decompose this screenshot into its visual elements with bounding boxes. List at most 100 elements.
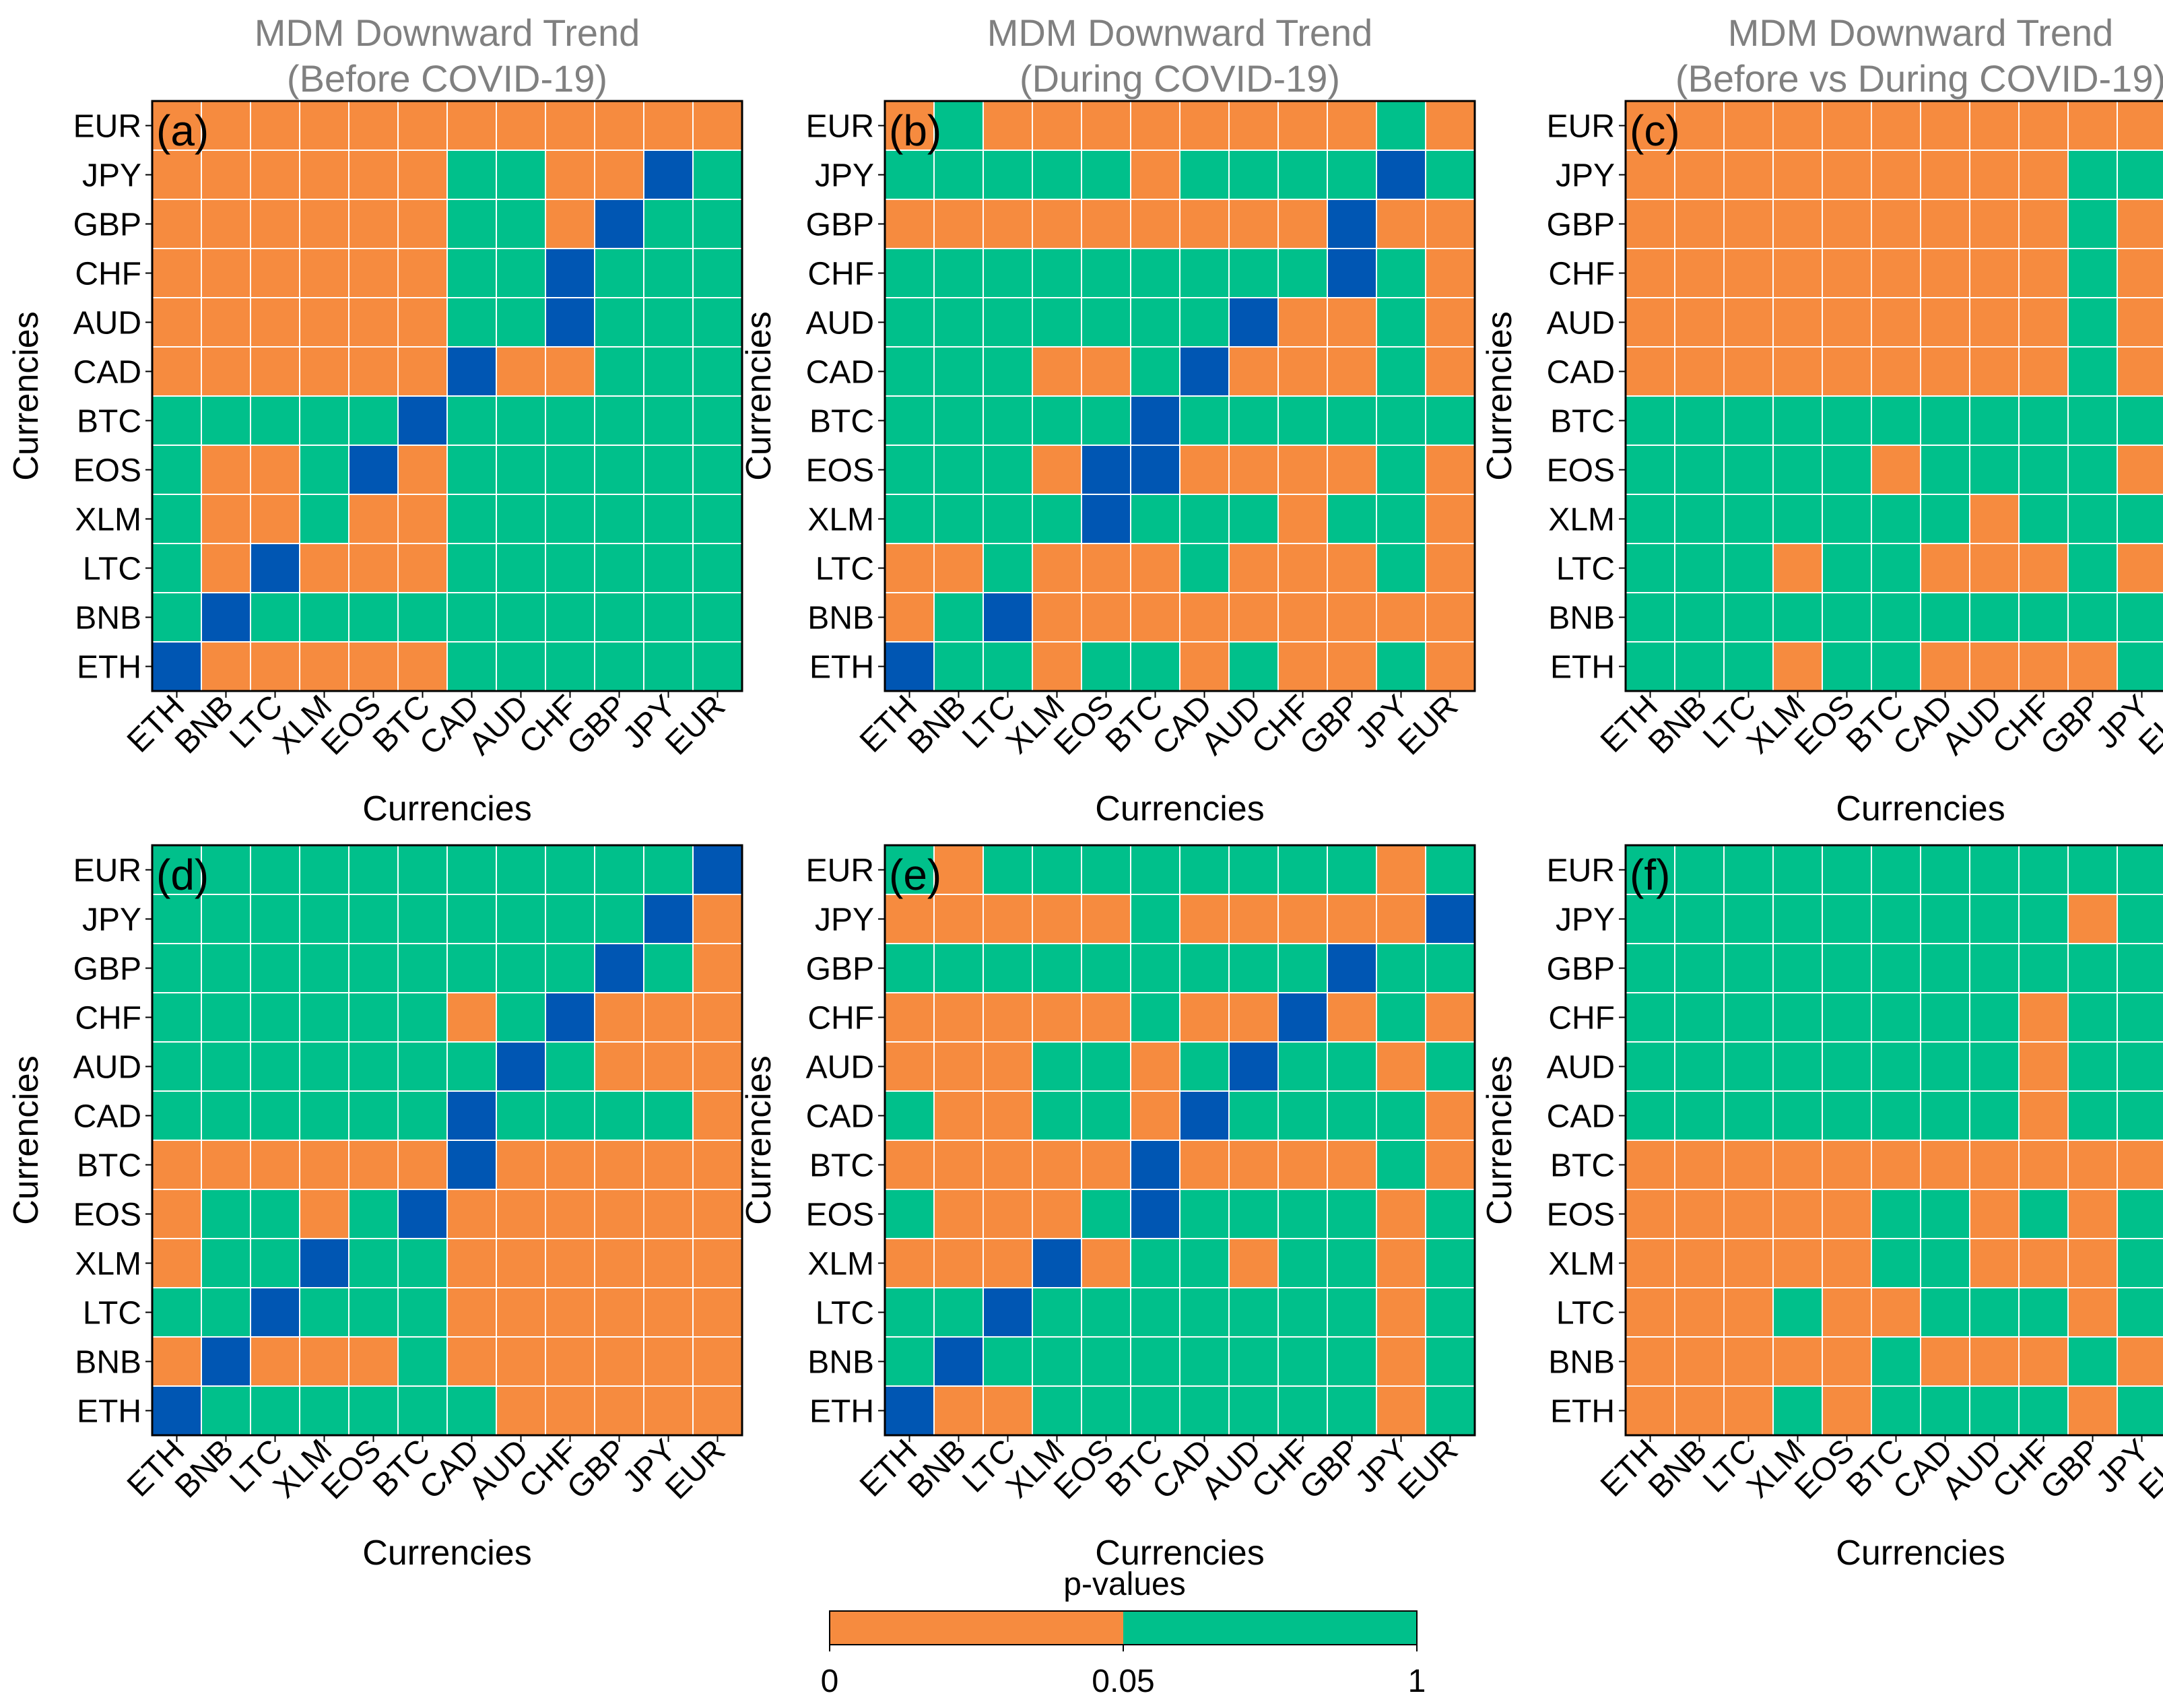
heatmap-cell [1920, 1336, 1970, 1387]
heatmap-cell [1376, 943, 1426, 993]
heatmap-cell [1425, 445, 1475, 495]
heatmap-cell [983, 150, 1033, 200]
heatmap-cell [446, 445, 497, 495]
heatmap-cell [933, 346, 984, 397]
heatmap-cell [1327, 894, 1377, 944]
heatmap-cell [2067, 248, 2118, 298]
heatmap-cell [1871, 395, 1921, 446]
heatmap-cell [983, 894, 1033, 944]
heatmap-cell [1277, 1090, 1328, 1141]
heatmap-cell [1179, 592, 1230, 643]
heatmap-cell [348, 543, 399, 593]
heatmap-cell [1032, 894, 1082, 944]
heatmap-cell [1277, 943, 1328, 993]
heatmap-cell [348, 943, 399, 993]
heatmap-cell [1130, 395, 1180, 446]
heatmap-cell [446, 894, 497, 944]
heatmap-cell [2067, 100, 2118, 151]
heatmap-cell [594, 395, 644, 446]
heatmap-cell [1920, 592, 1970, 643]
heatmap-cell [201, 494, 251, 544]
heatmap-cell [1228, 894, 1279, 944]
heatmap-cell [299, 845, 350, 895]
heatmap-cell [446, 1238, 497, 1288]
heatmap-cell [983, 1238, 1033, 1288]
heatmap-cell [1920, 992, 1970, 1043]
x-axis-label: Currencies [1095, 1534, 1264, 1573]
heatmap-cell [643, 641, 694, 692]
heatmap-cell [1674, 100, 1725, 151]
heatmap-cell [250, 641, 300, 692]
heatmap-cell [1327, 1041, 1377, 1092]
heatmap-cell [348, 346, 399, 397]
heatmap-cell [1969, 1140, 2020, 1190]
heatmap-cell [397, 199, 448, 249]
heatmap-cell [2018, 845, 2069, 895]
panels-layer: (a)MDM Downward Trend(Before COVID-19)EU… [7, 11, 2163, 1573]
heatmap-cell [1871, 248, 1921, 298]
y-tick-label: EUR [73, 109, 141, 145]
heatmap-cell [643, 199, 694, 249]
heatmap-cell [201, 248, 251, 298]
heatmap-cell [299, 992, 350, 1043]
heatmap-cell [1228, 494, 1279, 544]
y-axis-label: Currencies [1480, 311, 1519, 480]
heatmap-cell [594, 1238, 644, 1288]
heatmap-cell [1772, 1090, 1823, 1141]
heatmap-cell [201, 592, 251, 643]
heatmap-cell [250, 1090, 300, 1141]
heatmap-cell [1179, 992, 1230, 1043]
heatmap-cell [643, 100, 694, 151]
heatmap-cell [2117, 1090, 2163, 1141]
heatmap-cell [152, 1189, 202, 1239]
heatmap-cell [1920, 494, 1970, 544]
heatmap-cell [250, 150, 300, 200]
heatmap-cell [1179, 494, 1230, 544]
heatmap-cell [2117, 1041, 2163, 1092]
heatmap-cell [152, 1385, 202, 1436]
panel-f: (f)EURJPYGBPCHFAUDCADBTCEOSXLMLTCBNBETHE… [1480, 844, 2163, 1573]
heatmap-cell [692, 1385, 743, 1436]
heatmap-cell [1871, 1287, 1921, 1338]
heatmap-cell [2117, 346, 2163, 397]
heatmap-cell [1277, 248, 1328, 298]
heatmap-cell [397, 845, 448, 895]
heatmap-cell [2018, 1041, 2069, 1092]
x-tick-label: EUR [1391, 1433, 1465, 1506]
heatmap-cell [983, 445, 1033, 495]
heatmap-cell [933, 494, 984, 544]
heatmap-cell [299, 1336, 350, 1387]
heatmap-cell [545, 992, 595, 1043]
heatmap-cell [884, 494, 935, 544]
heatmap-cell [1772, 1238, 1823, 1288]
heatmap-cell [545, 1189, 595, 1239]
heatmap-cell [1920, 1385, 1970, 1436]
heatmap-cell [1674, 1090, 1725, 1141]
heatmap-cell [1179, 445, 1230, 495]
y-tick-label: EOS [1547, 1197, 1615, 1233]
heatmap-cell [692, 494, 743, 544]
heatmap-cell [1327, 1189, 1377, 1239]
heatmap-cell [1228, 1140, 1279, 1190]
heatmap-cell [348, 1287, 399, 1338]
heatmap-cell [643, 297, 694, 348]
heatmap-cell [250, 592, 300, 643]
heatmap-cell [1032, 1287, 1082, 1338]
heatmap-cell [397, 100, 448, 151]
heatmap-cell [1969, 943, 2020, 993]
heatmap-cell [1179, 100, 1230, 151]
heatmap-cell [2067, 1287, 2118, 1338]
heatmap-cell [1130, 592, 1180, 643]
heatmap-cell [1032, 445, 1082, 495]
y-tick-label: AUD [806, 306, 874, 341]
heatmap-cell [692, 1041, 743, 1092]
heatmap-cell [2018, 1090, 2069, 1141]
y-tick-label: XLM [807, 1247, 874, 1282]
heatmap-cell [1032, 845, 1082, 895]
heatmap-cell [1871, 150, 1921, 200]
heatmap-cell [397, 1041, 448, 1092]
heatmap-cell [1277, 1336, 1328, 1387]
heatmap-cell [250, 199, 300, 249]
heatmap-cell [1277, 494, 1328, 544]
heatmap-cell [1723, 1336, 1774, 1387]
